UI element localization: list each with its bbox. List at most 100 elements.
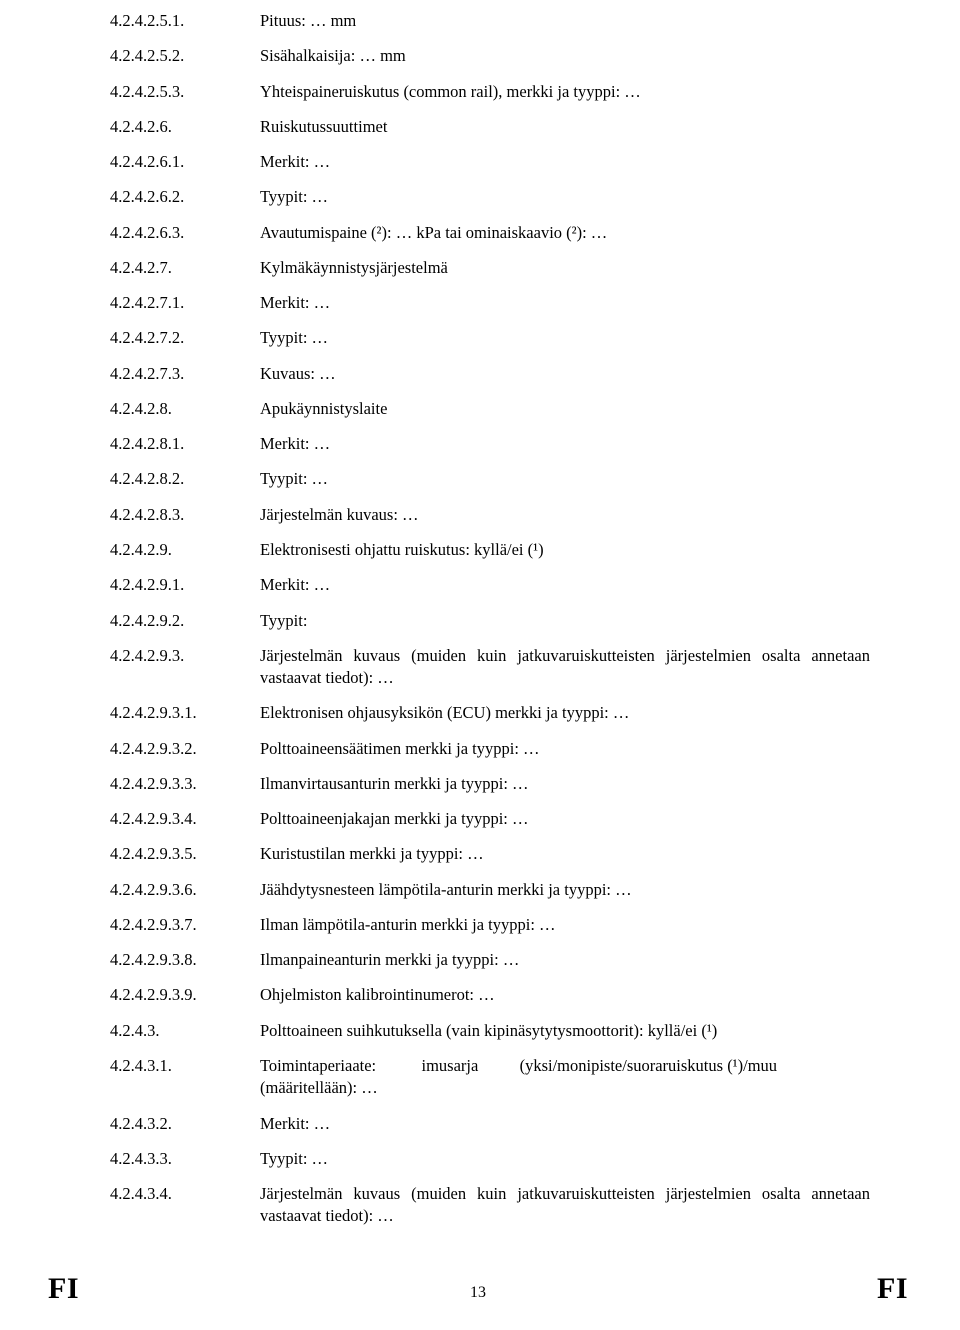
item-number: 4.2.4.2.8.2. xyxy=(110,468,260,490)
list-item: 4.2.4.2.9.1.Merkit: … xyxy=(110,574,870,596)
item-text: Polttoaineen suihkutuksella (vain kipinä… xyxy=(260,1020,870,1042)
list-item: 4.2.4.3.Polttoaineen suihkutuksella (vai… xyxy=(110,1020,870,1042)
item-text: Avautumispaine (²): … kPa tai ominaiskaa… xyxy=(260,222,870,244)
item-text: Järjestelmän kuvaus (muiden kuin jatkuva… xyxy=(260,645,870,690)
item-text: Järjestelmän kuvaus: … xyxy=(260,504,870,526)
list-item: 4.2.4.2.9.3.3.Ilmanvirtausanturin merkki… xyxy=(110,773,870,795)
list-item: 4.2.4.2.5.2.Sisähalkaisija: … mm xyxy=(110,45,870,67)
item-text: Ilman lämpötila-anturin merkki ja tyyppi… xyxy=(260,914,870,936)
list-item: 4.2.4.2.7.3.Kuvaus: … xyxy=(110,363,870,385)
item-text: Merkit: … xyxy=(260,151,870,173)
item-number: 4.2.4.2.8.3. xyxy=(110,504,260,526)
item-text: Pituus: … mm xyxy=(260,10,870,32)
list-item: 4.2.4.3.2.Merkit: … xyxy=(110,1113,870,1135)
list-item: 4.2.4.2.6.Ruiskutussuuttimet xyxy=(110,116,870,138)
document-page: 4.2.4.2.5.1.Pituus: … mm4.2.4.2.5.2.Sisä… xyxy=(0,0,960,1330)
item-number: 4.2.4.2.9.3.5. xyxy=(110,843,260,865)
list-item: 4.2.4.3.1.Toimintaperiaate: imusarja (yk… xyxy=(110,1055,870,1100)
item-text: Sisähalkaisija: … mm xyxy=(260,45,870,67)
footer-left: FI xyxy=(48,1272,79,1306)
list-item: 4.2.4.2.7.2.Tyypit: … xyxy=(110,327,870,349)
list-item: 4.2.4.2.9.3.7.Ilman lämpötila-anturin me… xyxy=(110,914,870,936)
list-item: 4.2.4.2.9.3.8.Ilmanpaineanturin merkki j… xyxy=(110,949,870,971)
list-item: 4.2.4.2.8.3.Järjestelmän kuvaus: … xyxy=(110,504,870,526)
item-number: 4.2.4.2.6.3. xyxy=(110,222,260,244)
list-item: 4.2.4.2.9.3.Järjestelmän kuvaus (muiden … xyxy=(110,645,870,690)
item-text: Merkit: … xyxy=(260,1113,870,1135)
item-number: 4.2.4.2.7. xyxy=(110,257,260,279)
item-number: 4.2.4.2.9. xyxy=(110,539,260,561)
list-item: 4.2.4.2.9.Elektronisesti ohjattu ruiskut… xyxy=(110,539,870,561)
list-item: 4.2.4.2.5.3.Yhteispaineruiskutus (common… xyxy=(110,81,870,103)
list-item: 4.2.4.2.9.2.Tyypit: xyxy=(110,610,870,632)
item-text: Merkit: … xyxy=(260,292,870,314)
list-item: 4.2.4.2.5.1.Pituus: … mm xyxy=(110,10,870,32)
item-number: 4.2.4.2.6.2. xyxy=(110,186,260,208)
item-number: 4.2.4.2.9.3. xyxy=(110,645,260,667)
footer-page-number: 13 xyxy=(470,1284,486,1306)
item-number: 4.2.4.2.9.3.7. xyxy=(110,914,260,936)
item-text: Kuristustilan merkki ja tyyppi: … xyxy=(260,843,870,865)
list-item: 4.2.4.2.9.3.1.Elektronisen ohjausyksikön… xyxy=(110,702,870,724)
item-number: 4.2.4.2.9.3.9. xyxy=(110,984,260,1006)
item-number: 4.2.4.2.9.3.1. xyxy=(110,702,260,724)
item-text: Yhteispaineruiskutus (common rail), merk… xyxy=(260,81,870,103)
item-number: 4.2.4.2.9.3.8. xyxy=(110,949,260,971)
item-number: 4.2.4.3. xyxy=(110,1020,260,1042)
item-text: Järjestelmän kuvaus (muiden kuin jatkuva… xyxy=(260,1183,870,1228)
list-item: 4.2.4.2.9.3.5.Kuristustilan merkki ja ty… xyxy=(110,843,870,865)
list-item: 4.2.4.2.6.1.Merkit: … xyxy=(110,151,870,173)
item-text: Merkit: … xyxy=(260,433,870,455)
item-number: 4.2.4.2.5.2. xyxy=(110,45,260,67)
list-item: 4.2.4.2.7.1.Merkit: … xyxy=(110,292,870,314)
list-item: 4.2.4.2.6.2.Tyypit: … xyxy=(110,186,870,208)
item-text: Apukäynnistyslaite xyxy=(260,398,870,420)
list-item: 4.2.4.2.9.3.2.Polttoaineensäätimen merkk… xyxy=(110,738,870,760)
item-text: Polttoaineenjakajan merkki ja tyyppi: … xyxy=(260,808,870,830)
item-text: Ilmanvirtausanturin merkki ja tyyppi: … xyxy=(260,773,870,795)
list-item: 4.2.4.2.7.Kylmäkäynnistysjärjestelmä xyxy=(110,257,870,279)
item-text: Tyypit: … xyxy=(260,1148,870,1170)
item-number: 4.2.4.2.7.2. xyxy=(110,327,260,349)
item-text: Tyypit: … xyxy=(260,468,870,490)
item-text: Ohjelmiston kalibrointinumerot: … xyxy=(260,984,870,1006)
numbered-list: 4.2.4.2.5.1.Pituus: … mm4.2.4.2.5.2.Sisä… xyxy=(110,10,870,1228)
list-item: 4.2.4.2.8.2.Tyypit: … xyxy=(110,468,870,490)
list-item: 4.2.4.2.6.3.Avautumispaine (²): … kPa ta… xyxy=(110,222,870,244)
item-number: 4.2.4.3.3. xyxy=(110,1148,260,1170)
item-number: 4.2.4.2.6.1. xyxy=(110,151,260,173)
item-number: 4.2.4.2.8. xyxy=(110,398,260,420)
item-text: Merkit: … xyxy=(260,574,870,596)
item-number: 4.2.4.3.2. xyxy=(110,1113,260,1135)
list-item: 4.2.4.2.8.1.Merkit: … xyxy=(110,433,870,455)
item-text: Elektronisen ohjausyksikön (ECU) merkki … xyxy=(260,702,870,724)
item-number: 4.2.4.2.5.3. xyxy=(110,81,260,103)
list-item: 4.2.4.3.3.Tyypit: … xyxy=(110,1148,870,1170)
footer-right: FI xyxy=(877,1272,908,1306)
item-text: Ilmanpaineanturin merkki ja tyyppi: … xyxy=(260,949,870,971)
item-number: 4.2.4.2.5.1. xyxy=(110,10,260,32)
item-text: Tyypit: … xyxy=(260,327,870,349)
item-text: Kylmäkäynnistysjärjestelmä xyxy=(260,257,870,279)
item-number: 4.2.4.2.9.2. xyxy=(110,610,260,632)
list-item: 4.2.4.2.8.Apukäynnistyslaite xyxy=(110,398,870,420)
item-text: Kuvaus: … xyxy=(260,363,870,385)
list-item: 4.2.4.3.4.Järjestelmän kuvaus (muiden ku… xyxy=(110,1183,870,1228)
item-number: 4.2.4.2.9.3.3. xyxy=(110,773,260,795)
item-number: 4.2.4.2.8.1. xyxy=(110,433,260,455)
item-number: 4.2.4.2.9.3.2. xyxy=(110,738,260,760)
item-text: Ruiskutussuuttimet xyxy=(260,116,870,138)
item-number: 4.2.4.2.9.1. xyxy=(110,574,260,596)
item-number: 4.2.4.2.7.3. xyxy=(110,363,260,385)
item-text: Elektronisesti ohjattu ruiskutus: kyllä/… xyxy=(260,539,870,561)
item-text: Toimintaperiaate: imusarja (yksi/monipis… xyxy=(260,1055,870,1100)
item-text: Jäähdytysnesteen lämpötila-anturin merkk… xyxy=(260,879,870,901)
item-number: 4.2.4.2.9.3.6. xyxy=(110,879,260,901)
item-number: 4.2.4.3.4. xyxy=(110,1183,260,1205)
item-number: 4.2.4.3.1. xyxy=(110,1055,260,1077)
page-footer: FI 13 FI xyxy=(0,1272,960,1306)
item-number: 4.2.4.2.7.1. xyxy=(110,292,260,314)
list-item: 4.2.4.2.9.3.9.Ohjelmiston kalibrointinum… xyxy=(110,984,870,1006)
list-item: 4.2.4.2.9.3.4.Polttoaineenjakajan merkki… xyxy=(110,808,870,830)
item-number: 4.2.4.2.6. xyxy=(110,116,260,138)
